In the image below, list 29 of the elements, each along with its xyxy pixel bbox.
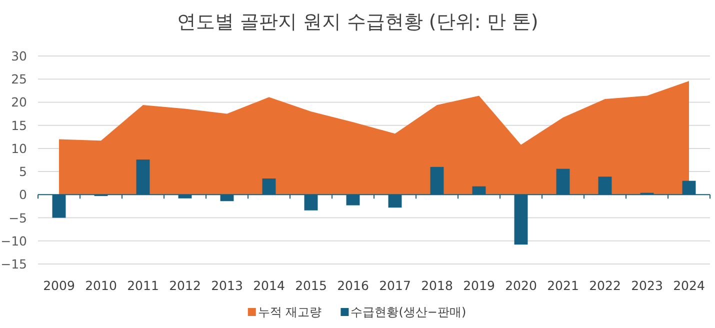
x-tick-label: 2017 [379,278,411,293]
y-tick-label: 10 [11,140,28,156]
x-tick-label: 2016 [337,278,369,293]
y-tick-label: 0 [19,187,28,202]
y-tick-label: −5 [8,210,27,226]
y-tick-label: 20 [11,94,28,110]
y-tick-label: −15 [0,256,27,272]
x-tick-label: 2010 [85,278,117,293]
x-tick-label: 2018 [421,278,453,293]
x-tick-label: 2020 [505,278,537,293]
x-tick-label: 2021 [547,278,579,293]
y-tick-label: 30 [11,48,28,64]
x-tick-label: 2013 [211,278,243,293]
x-tick-label: 2014 [253,278,285,293]
x-tick-label: 2012 [169,278,201,293]
chart-title: 연도별 골판지 원지 수급현황 (단위: 만 톤) [176,11,538,33]
x-tick-label: 2011 [127,278,159,293]
x-tick-label: 2022 [589,278,621,293]
x-tick-label: 2009 [43,278,75,293]
x-tick-label: 2023 [631,278,663,293]
x-tick-label: 2015 [295,278,327,293]
x-tick-label: 2024 [673,278,705,293]
y-tick-label: 15 [11,118,27,133]
legend-label: 누적 재고량 [258,305,322,319]
x-tick-label: 2019 [463,278,495,293]
y-tick-label: 25 [11,72,27,87]
y-tick-label: 5 [19,164,27,180]
y-tick-label: −10 [0,233,28,248]
legend-label: 수급현황(생산−판매) [350,305,466,319]
